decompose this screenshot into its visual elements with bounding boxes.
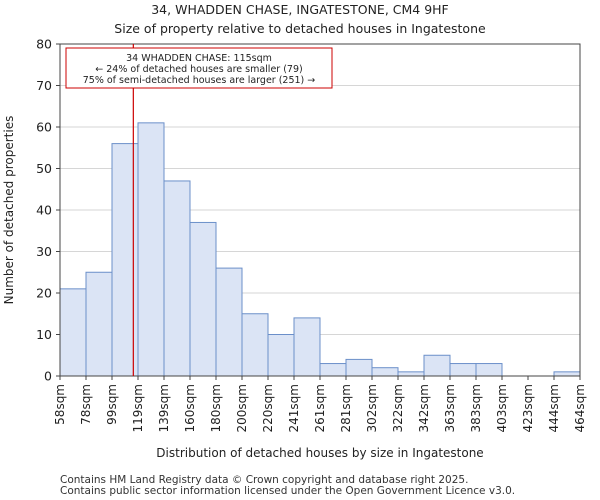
x-tick-label: 403sqm bbox=[495, 384, 509, 432]
x-ticks: 58sqm 78sqm 99sqm 119sqm 139sqm 160sqm 180sqm 2… bbox=[53, 376, 587, 432]
bar-139sqm bbox=[163, 180, 191, 377]
y-tick-label: 80 bbox=[36, 37, 52, 52]
y-ticks: 0 10 20 30 40 50 60 70 80 bbox=[36, 37, 60, 384]
y-axis-label: Number of detached properties bbox=[2, 116, 16, 305]
x-tick-label: 58sqm bbox=[53, 384, 67, 425]
bar-119sqm bbox=[137, 122, 165, 377]
x-tick-label: 160sqm bbox=[183, 384, 197, 432]
y-tick-label: 60 bbox=[36, 120, 52, 135]
x-tick-label: 180sqm bbox=[209, 384, 223, 432]
x-tick-label: 99sqm bbox=[105, 384, 119, 425]
bar-58sqm bbox=[59, 288, 87, 377]
x-axis-label: Distribution of detached houses by size … bbox=[156, 446, 483, 460]
bar-99sqm bbox=[111, 143, 139, 377]
x-tick-label: 241sqm bbox=[287, 384, 301, 432]
annotation-line-2: ← 24% of detached houses are smaller (79… bbox=[95, 64, 302, 75]
x-tick-label: 78sqm bbox=[79, 384, 93, 425]
bar-322sqm bbox=[397, 371, 425, 377]
x-tick-label: 342sqm bbox=[417, 384, 431, 432]
x-tick-label: 261sqm bbox=[313, 384, 327, 432]
x-tick-label: 302sqm bbox=[365, 384, 379, 432]
x-tick-label: 281sqm bbox=[339, 384, 353, 432]
y-tick-label: 40 bbox=[36, 203, 52, 218]
bar-160sqm bbox=[189, 221, 217, 377]
x-tick-label: 322sqm bbox=[391, 384, 405, 432]
y-tick-label: 20 bbox=[36, 286, 52, 301]
y-tick-label: 10 bbox=[36, 327, 52, 342]
y-tick-label: 30 bbox=[36, 244, 52, 259]
bar-342sqm bbox=[423, 354, 451, 377]
x-tick-label: 220sqm bbox=[261, 384, 275, 432]
x-tick-label: 444sqm bbox=[547, 384, 561, 432]
x-tick-label: 383sqm bbox=[469, 384, 483, 432]
bar-78sqm bbox=[85, 271, 113, 377]
bar-383sqm bbox=[475, 363, 503, 377]
bars bbox=[59, 122, 581, 377]
chart-subtitle: Size of property relative to detached ho… bbox=[114, 21, 486, 36]
x-tick-label: 200sqm bbox=[235, 384, 249, 432]
plot-frame bbox=[59, 43, 581, 377]
x-tick-label: 363sqm bbox=[443, 384, 457, 432]
bar-363sqm bbox=[449, 363, 477, 377]
bar-220sqm bbox=[267, 334, 295, 377]
chart-title: 34, WHADDEN CHASE, INGATESTONE, CM4 9HF bbox=[151, 2, 449, 17]
x-tick-label: 423sqm bbox=[521, 384, 535, 432]
footer-line-2: Contains public sector information licen… bbox=[60, 485, 516, 497]
bar-200sqm bbox=[241, 313, 269, 377]
annotation-line-1: 34 WHADDEN CHASE: 115sqm bbox=[126, 53, 272, 64]
bar-261sqm bbox=[319, 363, 347, 377]
bar-180sqm bbox=[215, 267, 243, 377]
bar-241sqm bbox=[293, 317, 321, 377]
y-tick-label: 0 bbox=[44, 369, 52, 384]
footer-line-1: Contains HM Land Registry data © Crown c… bbox=[60, 474, 469, 486]
bar-444sqm bbox=[553, 371, 581, 377]
x-tick-label: 464sqm bbox=[573, 384, 587, 432]
x-tick-label: 119sqm bbox=[131, 384, 145, 432]
y-tick-label: 70 bbox=[36, 78, 52, 93]
annotation-line-3: 75% of semi-detached houses are larger (… bbox=[83, 75, 316, 86]
bar-302sqm bbox=[371, 367, 399, 377]
y-tick-label: 50 bbox=[36, 161, 52, 176]
annotation-box: 34 WHADDEN CHASE: 115sqm ← 24% of detach… bbox=[65, 47, 333, 89]
x-tick-label: 139sqm bbox=[157, 384, 171, 432]
bar-281sqm bbox=[345, 358, 373, 377]
